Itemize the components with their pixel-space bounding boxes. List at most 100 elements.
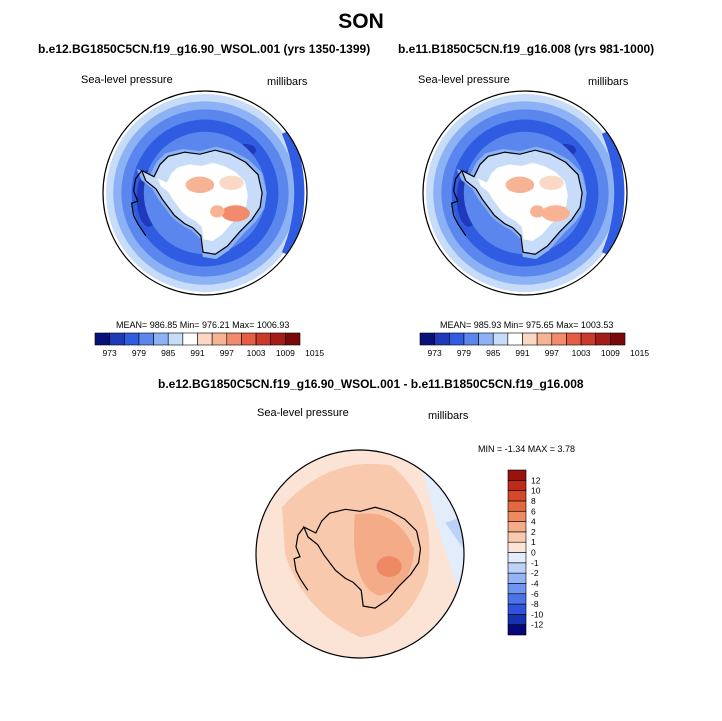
edge-band xyxy=(281,129,305,257)
coastline-peninsula xyxy=(130,170,147,237)
panel2-colorbar: 973 979 985 991 997 1003 1009 1015 xyxy=(419,332,649,358)
map-boundary xyxy=(102,90,308,296)
map-fill-group xyxy=(103,91,307,295)
panel2-title: b.e11.B1850C5CN.f19_g16.008 (yrs 981-100… xyxy=(398,42,655,56)
colorbar-swatch xyxy=(419,332,435,346)
colorbar-swatch xyxy=(94,332,110,346)
colorbar-tick-label: -12 xyxy=(531,620,544,630)
panel2-stats: MEAN= 985.93 Min= 975.65 Max= 1003.53 xyxy=(440,320,614,330)
colorbar-swatch xyxy=(167,332,184,346)
map-boundary xyxy=(422,90,628,296)
coastline-peninsula xyxy=(293,526,309,591)
colorbar-tick-label: 985 xyxy=(161,348,175,358)
colorbar-swatch xyxy=(182,332,198,346)
colorbar-tick-label: 6 xyxy=(531,506,536,516)
colorbar-swatch xyxy=(211,332,228,346)
colorbar-tick-label: 12 xyxy=(531,475,541,485)
colorbar-swatch xyxy=(478,332,494,346)
colorbar-swatch xyxy=(507,469,527,481)
colorbar-swatch xyxy=(507,583,527,595)
band-4-6 xyxy=(376,556,402,577)
colorbar-tick-label: 991 xyxy=(515,348,529,358)
panel2-map xyxy=(422,90,628,296)
colorbar-tick-label: 0 xyxy=(531,548,536,558)
colorbar-tick-label: -10 xyxy=(531,609,544,619)
coastline xyxy=(302,506,422,609)
colorbar-tick-label: 973 xyxy=(103,348,117,358)
colorbar-swatch xyxy=(610,332,626,346)
colorbar-tick-label: 10 xyxy=(531,486,541,496)
map-fill-group xyxy=(423,91,627,295)
edge-band xyxy=(601,129,625,257)
colorbar-swatch xyxy=(507,593,527,605)
panel1-stats: MEAN= 986.85 Min= 976.21 Max= 1006.93 xyxy=(116,320,290,330)
colorbar-swatch xyxy=(507,480,527,491)
colorbar-swatch xyxy=(507,624,527,636)
colorbar-tick-label: 8 xyxy=(531,496,536,506)
colorbar-tick-label: 991 xyxy=(190,348,204,358)
panel2-units-label: millibars xyxy=(588,76,629,88)
colorbar-tick-label: 979 xyxy=(457,348,471,358)
colorbar-swatch xyxy=(285,332,301,346)
colorbar-swatch xyxy=(153,332,169,346)
colorbar-tick-label: 997 xyxy=(545,348,559,358)
panel3-title: b.e12.BG1850C5CN.f19_g16.90_WSOL.001 - b… xyxy=(158,377,584,391)
colorbar-swatch xyxy=(507,332,523,346)
colorbar-tick-label: -1 xyxy=(531,558,539,568)
coastline-peninsula xyxy=(450,170,467,237)
high-cell xyxy=(530,205,545,218)
panel1-variable-label: Sea-level pressure xyxy=(81,74,173,86)
colorbar-swatch xyxy=(507,562,527,574)
colorbar-swatch xyxy=(197,332,213,346)
colorbar-swatch xyxy=(138,332,154,346)
colorbar-tick-label: 973 xyxy=(428,348,442,358)
colorbar-swatch xyxy=(507,490,527,502)
band-2-4 xyxy=(354,513,415,596)
colorbar-tick-label: 979 xyxy=(132,348,146,358)
high-cell xyxy=(539,175,564,190)
colorbar-swatch xyxy=(507,614,527,625)
map-fill-group xyxy=(256,450,464,658)
colorbar-swatch xyxy=(507,541,527,553)
colorbar-tick-label: -4 xyxy=(531,578,539,588)
coastline xyxy=(140,149,263,255)
colorbar-swatch xyxy=(566,332,582,346)
colorbar-swatch xyxy=(123,332,140,346)
page-title: SON xyxy=(338,10,384,33)
colorbar-swatch xyxy=(522,332,538,346)
colorbar-tick-label: 1009 xyxy=(601,348,620,358)
colorbar-tick-label: 997 xyxy=(220,348,234,358)
colorbar-tick-label: -6 xyxy=(531,589,539,599)
panel3-variable-label: Sea-level pressure xyxy=(257,407,349,419)
colorbar-tick-label: 1003 xyxy=(247,348,266,358)
panel2-variable-label: Sea-level pressure xyxy=(418,74,510,86)
colorbar-swatch xyxy=(434,332,450,346)
panel3-stats: MIN = -1.34 MAX = 3.78 xyxy=(478,444,576,454)
panel1-map xyxy=(102,90,308,296)
colorbar-tick-label: -2 xyxy=(531,568,539,578)
colorbar-tick-label: 1015 xyxy=(630,348,649,358)
colorbar-swatch xyxy=(463,332,479,346)
panel1-units-label: millibars xyxy=(267,76,308,88)
high-cell xyxy=(221,205,250,222)
colorbar-tick-label: 1015 xyxy=(305,348,324,358)
band-neg2 xyxy=(445,512,464,565)
colorbar-swatch xyxy=(507,603,527,615)
colorbar-swatch xyxy=(507,500,527,512)
panel1-colorbar: 973 979 985 991 997 1003 1009 1015 xyxy=(94,332,324,358)
colorbar-swatch xyxy=(507,510,527,522)
panel3-map xyxy=(255,449,465,659)
colorbar-swatch xyxy=(109,332,125,346)
colorbar-swatch xyxy=(507,521,527,533)
colorbar-swatch xyxy=(270,332,286,346)
colorbar-swatch xyxy=(255,332,272,346)
colorbar-tick-label: 4 xyxy=(531,517,536,527)
colorbar-swatch xyxy=(507,531,527,543)
colorbar-swatch xyxy=(241,332,257,346)
colorbar-tick-label: 1003 xyxy=(572,348,591,358)
high-cell xyxy=(185,176,215,193)
high-cell xyxy=(505,176,535,193)
colorbar-swatch xyxy=(580,332,597,346)
